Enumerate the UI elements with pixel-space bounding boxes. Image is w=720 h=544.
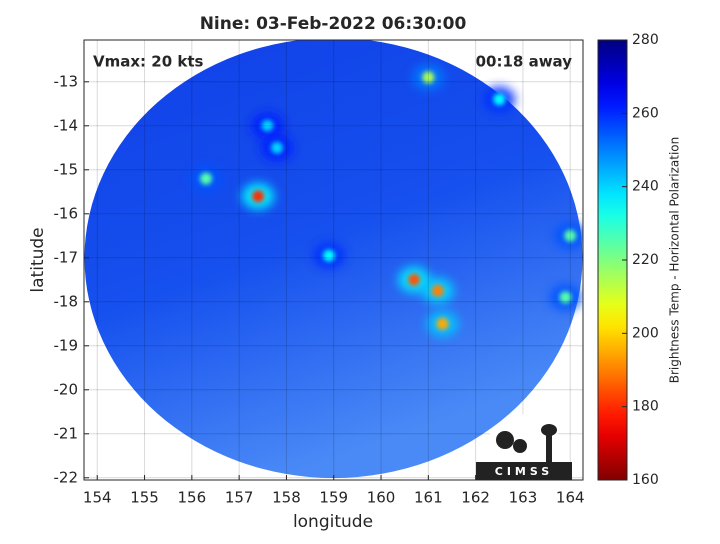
y-tick-label: -22 bbox=[54, 468, 79, 486]
hotspot bbox=[408, 273, 421, 286]
hotspot bbox=[559, 291, 572, 304]
hotspot bbox=[436, 317, 449, 330]
x-tick-label: 156 bbox=[178, 489, 207, 507]
colorbar-tick-label: 200 bbox=[632, 325, 659, 341]
x-tick-label: 159 bbox=[319, 489, 348, 507]
x-tick-label: 155 bbox=[130, 489, 159, 507]
colorbar-tick-label: 260 bbox=[632, 105, 659, 121]
colorbar-tick-label: 220 bbox=[632, 252, 659, 268]
y-tick-label: -14 bbox=[54, 116, 79, 134]
colorbar-tick-label: 280 bbox=[632, 32, 659, 48]
y-tick-label: -20 bbox=[54, 380, 79, 398]
colorbar-tick-label: 180 bbox=[632, 399, 659, 415]
x-tick-label: 164 bbox=[556, 489, 585, 507]
hotspot bbox=[431, 284, 444, 297]
hotspot bbox=[493, 93, 506, 106]
y-tick-label: -19 bbox=[54, 336, 79, 354]
y-tick-label: -16 bbox=[54, 204, 79, 222]
hotspot bbox=[323, 249, 336, 262]
y-tick-label: -18 bbox=[54, 292, 79, 310]
logo-dish bbox=[513, 439, 527, 453]
logo-tank bbox=[541, 424, 557, 436]
colorbar-label: Brightness Temp - Horizontal Polarizatio… bbox=[668, 137, 682, 384]
hotspot bbox=[270, 141, 283, 154]
chart-title: Nine: 03-Feb-2022 06:30:00 bbox=[200, 14, 467, 34]
logo-band bbox=[476, 462, 572, 480]
logo-dish bbox=[496, 431, 514, 449]
x-tick-label: 160 bbox=[367, 489, 396, 507]
hotspot bbox=[422, 71, 435, 84]
logo: CIMSS bbox=[476, 414, 572, 480]
logo-text: CIMSS bbox=[495, 465, 553, 478]
plot-area bbox=[84, 40, 583, 480]
x-tick-label: 157 bbox=[225, 489, 254, 507]
y-tick-label: -21 bbox=[54, 424, 79, 442]
colorbar-tick-label: 160 bbox=[632, 472, 659, 488]
hotspot bbox=[200, 172, 213, 185]
logo-tower bbox=[546, 435, 552, 462]
hotspot bbox=[261, 119, 274, 132]
annotation: Vmax: 20 kts bbox=[93, 53, 203, 71]
y-tick-label: -13 bbox=[54, 72, 79, 90]
x-tick-label: 154 bbox=[83, 489, 112, 507]
x-tick-label: 162 bbox=[461, 489, 490, 507]
annotation: 00:18 away bbox=[476, 53, 573, 71]
x-tick-label: 163 bbox=[509, 489, 538, 507]
y-axis-label: latitude bbox=[28, 227, 48, 292]
hotspot bbox=[564, 229, 577, 242]
y-tick-label: -17 bbox=[54, 248, 79, 266]
hotspot bbox=[252, 190, 265, 203]
y-tick-label: -15 bbox=[54, 160, 79, 178]
x-tick-label: 161 bbox=[414, 489, 443, 507]
colorbar-tick-label: 240 bbox=[632, 179, 659, 195]
x-tick-label: 158 bbox=[272, 489, 301, 507]
x-axis-label: longitude bbox=[293, 512, 373, 532]
